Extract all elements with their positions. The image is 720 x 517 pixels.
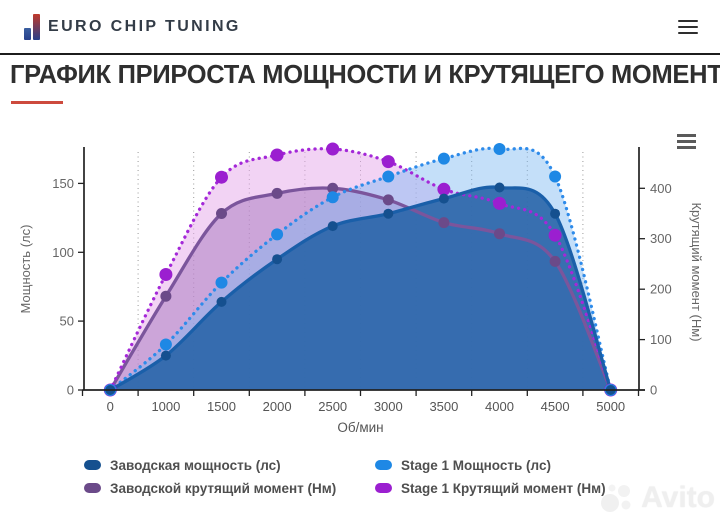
series-marker-1 bbox=[160, 290, 172, 302]
y-right-axis-title: Крутящий момент (Нм) bbox=[689, 202, 704, 341]
legend-label: Заводская мощность (лс) bbox=[110, 457, 281, 473]
series-marker-1 bbox=[382, 194, 394, 206]
series-area-0 bbox=[110, 187, 611, 390]
y-right-tick-label: 0 bbox=[650, 383, 657, 398]
legend-item-stock-torque[interactable]: Заводской крутящий момент (Нм) bbox=[84, 478, 336, 498]
series-marker-0 bbox=[383, 208, 394, 219]
y-right-tick-label: 400 bbox=[650, 181, 672, 196]
series-marker-2 bbox=[493, 143, 506, 155]
x-tick-label: 0 bbox=[107, 399, 114, 414]
brand-name: EURO CHIP TUNING bbox=[48, 18, 241, 35]
series-marker-2 bbox=[326, 191, 339, 204]
site-header: EURO CHIP TUNING bbox=[0, 0, 720, 55]
y-right-tick-label: 200 bbox=[650, 282, 672, 297]
legend-marker-stage1-power-icon bbox=[375, 460, 392, 470]
title-underline bbox=[11, 101, 63, 104]
legend-item-stage1-torque[interactable]: Stage 1 Крутящий момент (Нм) bbox=[375, 478, 606, 498]
legend-label: Stage 1 Крутящий момент (Нм) bbox=[401, 480, 606, 496]
y-right-tick-label: 300 bbox=[650, 231, 672, 246]
series-line-3 bbox=[108, 147, 613, 392]
y-left-axis-title: Мощность (лс) bbox=[18, 225, 33, 314]
x-tick-label: 3500 bbox=[429, 399, 458, 414]
x-tick-label: 5000 bbox=[596, 399, 625, 414]
series-marker-3 bbox=[215, 170, 228, 184]
chart-area: 0 1000 1500 2000 2500 3000 3500 4000 4500 5000 Об/… bbox=[0, 105, 720, 450]
series-marker-3 bbox=[270, 148, 284, 162]
y-right-tick-label: 100 bbox=[650, 332, 672, 347]
series-marker-1 bbox=[271, 187, 283, 199]
brand: EURO CHIP TUNING bbox=[24, 13, 241, 40]
series-marker-2 bbox=[159, 338, 172, 351]
series-marker-0 bbox=[494, 182, 505, 193]
series-marker-3 bbox=[548, 228, 562, 242]
x-axis-title: Об/мин bbox=[337, 420, 383, 435]
legend-item-stage1-power[interactable]: Stage 1 Мощность (лс) bbox=[375, 455, 606, 475]
y-left-tick-label: 0 bbox=[67, 383, 74, 398]
y-left-tick-label: 100 bbox=[52, 245, 74, 260]
series-marker-1 bbox=[549, 255, 561, 267]
x-tick-label: 4000 bbox=[485, 399, 514, 414]
title-section: ГРАФИК ПРИРОСТА МОЩНОСТИ И КРУТЯЩЕГО МОМ… bbox=[0, 55, 720, 104]
series-marker-3 bbox=[326, 142, 340, 156]
hamburger-menu-icon[interactable] bbox=[678, 19, 698, 34]
legend-marker-stock-torque-icon bbox=[84, 483, 101, 493]
series-marker-2 bbox=[437, 152, 450, 165]
x-tick-label: 3000 bbox=[374, 399, 403, 414]
series-marker-0 bbox=[160, 350, 171, 361]
legend-marker-stock-power-icon bbox=[84, 460, 101, 470]
series-marker-0 bbox=[550, 208, 561, 219]
series-marker-3 bbox=[493, 196, 506, 210]
series-marker-3 bbox=[381, 155, 395, 169]
page-title: ГРАФИК ПРИРОСТА МОЩНОСТИ И КРУТЯЩЕГО МОМ… bbox=[10, 59, 720, 89]
series-marker-0 bbox=[216, 296, 227, 307]
x-tick-label: 1000 bbox=[151, 399, 180, 414]
series-marker-3 bbox=[437, 182, 451, 196]
series-line-1 bbox=[108, 186, 613, 391]
x-tick-label: 1500 bbox=[207, 399, 236, 414]
series-marker-1 bbox=[438, 217, 450, 229]
legend-item-stock-power[interactable]: Заводская мощность (лс) bbox=[84, 455, 313, 475]
x-tick-label: 2000 bbox=[263, 399, 292, 414]
series-marker-2 bbox=[215, 276, 228, 289]
series-marker-0 bbox=[438, 193, 449, 204]
legend-label: Stage 1 Мощность (лс) bbox=[401, 457, 551, 473]
series-line-2 bbox=[108, 146, 613, 392]
series-marker-1 bbox=[216, 208, 227, 219]
x-tick-label: 4500 bbox=[541, 399, 570, 414]
series-marker-1 bbox=[494, 228, 505, 240]
series-marker-0 bbox=[327, 221, 338, 232]
series-marker-1 bbox=[327, 182, 339, 194]
legend-marker-stage1-torque-icon bbox=[375, 483, 392, 493]
chart-legend: Заводская мощность (лс) Заводской крутящ… bbox=[84, 455, 606, 498]
chart-context-menu-icon[interactable] bbox=[677, 134, 696, 149]
power-torque-chart: 0 1000 1500 2000 2500 3000 3500 4000 4500 5000Об/… bbox=[18, 142, 704, 435]
series-marker-3 bbox=[159, 268, 173, 281]
x-tick-label: 2500 bbox=[318, 399, 347, 414]
series-marker-0 bbox=[272, 254, 283, 265]
brand-logo-bars-icon bbox=[24, 13, 40, 40]
legend-label: Заводской крутящий момент (Нм) bbox=[110, 480, 337, 496]
avito-watermark: Avito bbox=[599, 481, 715, 515]
y-left-tick-label: 50 bbox=[60, 314, 74, 329]
series-marker-2 bbox=[382, 170, 395, 183]
watermark-text: Avito bbox=[641, 481, 715, 514]
series-marker-2 bbox=[549, 170, 562, 183]
series-marker-2 bbox=[271, 228, 284, 241]
y-left-tick-label: 150 bbox=[52, 176, 74, 191]
